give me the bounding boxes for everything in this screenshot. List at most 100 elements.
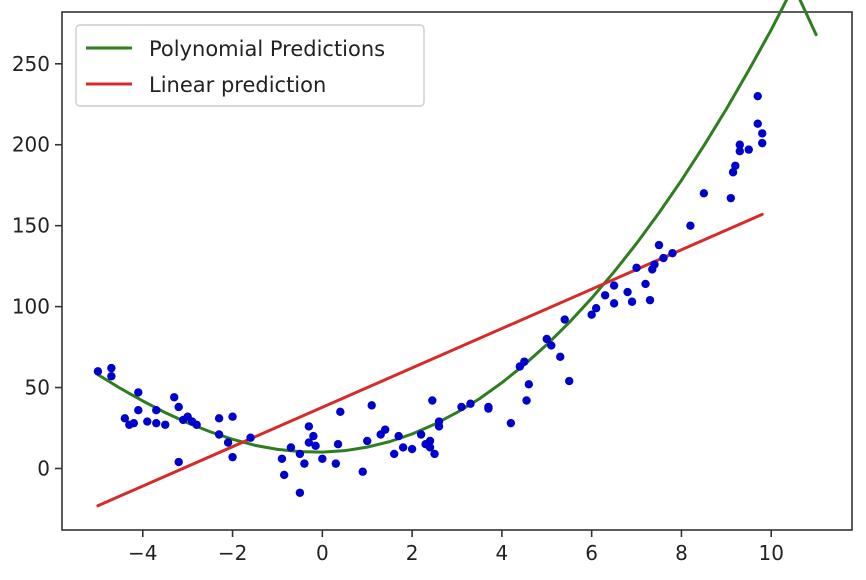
data-point [556, 352, 565, 361]
data-point [520, 357, 529, 366]
data-point [650, 260, 659, 269]
data-point [367, 401, 376, 410]
data-point [758, 129, 767, 138]
data-point [728, 168, 738, 177]
data-point [228, 412, 237, 421]
data-point [735, 147, 744, 156]
data-point [277, 454, 287, 463]
data-point [152, 406, 161, 415]
data-point [129, 418, 139, 428]
data-point [304, 438, 314, 447]
data-point [623, 287, 632, 297]
x-tick-label: 0 [316, 541, 329, 565]
data-point [425, 443, 435, 452]
data-point [398, 443, 408, 452]
data-point [286, 443, 296, 452]
data-point [659, 253, 668, 263]
x-tick-label: 8 [675, 541, 688, 565]
data-point [506, 418, 516, 428]
data-point [731, 161, 740, 170]
data-point [279, 470, 289, 480]
data-point [565, 376, 574, 386]
data-point [228, 452, 237, 462]
data-point [363, 436, 372, 446]
x-tick-label: −2 [218, 541, 247, 565]
data-point [161, 420, 170, 429]
x-tick-label: 10 [758, 541, 783, 565]
legend: Polynomial Predictions Linear prediction [75, 24, 425, 107]
legend-box [75, 24, 425, 107]
data-point [394, 431, 403, 441]
data-point [430, 449, 439, 459]
data-point [699, 189, 709, 198]
data-point [152, 418, 161, 428]
data-point [609, 299, 619, 308]
data-point [295, 449, 305, 459]
data-point [609, 281, 619, 290]
data-point [143, 417, 152, 426]
data-point [107, 363, 116, 373]
data-point [753, 91, 762, 101]
data-point [542, 334, 551, 344]
y-tick-label: 250 [12, 52, 50, 76]
data-point [428, 396, 437, 405]
x-tick-label: −4 [128, 541, 157, 565]
y-axis-ticks: 0 50 100 150 200 250 [12, 52, 62, 480]
data-point [641, 279, 650, 289]
data-point [744, 145, 753, 154]
data-point [174, 457, 183, 467]
data-point [654, 240, 664, 250]
data-point [214, 414, 224, 423]
data-point [333, 440, 343, 449]
data-point [484, 404, 493, 413]
data-point [304, 422, 314, 431]
data-point [434, 422, 444, 431]
data-point [645, 295, 655, 305]
y-tick-label: 150 [12, 214, 50, 238]
data-point [214, 430, 224, 439]
data-point [407, 444, 417, 454]
data-point [174, 402, 183, 412]
data-point [93, 367, 103, 376]
data-point [380, 425, 390, 434]
x-tick-label: 4 [496, 541, 509, 565]
legend-label-linear: Linear prediction [149, 73, 326, 97]
y-tick-label: 200 [12, 133, 50, 157]
data-point [134, 388, 143, 397]
data-point [223, 438, 233, 447]
data-point [753, 119, 762, 128]
data-point [192, 420, 201, 429]
data-point [331, 459, 341, 468]
data-point [358, 467, 367, 476]
x-tick-label: 2 [406, 541, 419, 565]
data-point [336, 407, 345, 417]
y-tick-label: 100 [12, 295, 50, 319]
data-point [300, 459, 309, 468]
data-point [600, 291, 610, 300]
data-point [107, 372, 116, 381]
data-point [735, 140, 744, 149]
data-point [522, 396, 531, 405]
data-point [466, 399, 475, 408]
data-point [134, 406, 143, 415]
data-point [120, 414, 130, 423]
data-point [668, 248, 677, 258]
data-point [246, 433, 255, 442]
data-point [295, 488, 305, 497]
data-point [591, 304, 601, 313]
data-point [686, 221, 695, 230]
data-point [309, 431, 318, 441]
scatter-points [93, 91, 767, 497]
y-tick-label: 50 [25, 376, 50, 400]
data-point [547, 341, 556, 350]
data-point [389, 449, 399, 459]
data-point [170, 393, 179, 402]
legend-label-polynomial: Polynomial Predictions [149, 37, 385, 61]
data-point [560, 315, 569, 324]
data-point [425, 436, 435, 446]
y-tick-label: 0 [37, 456, 50, 480]
data-point [758, 138, 767, 148]
data-point [632, 263, 641, 272]
data-point [311, 441, 320, 451]
